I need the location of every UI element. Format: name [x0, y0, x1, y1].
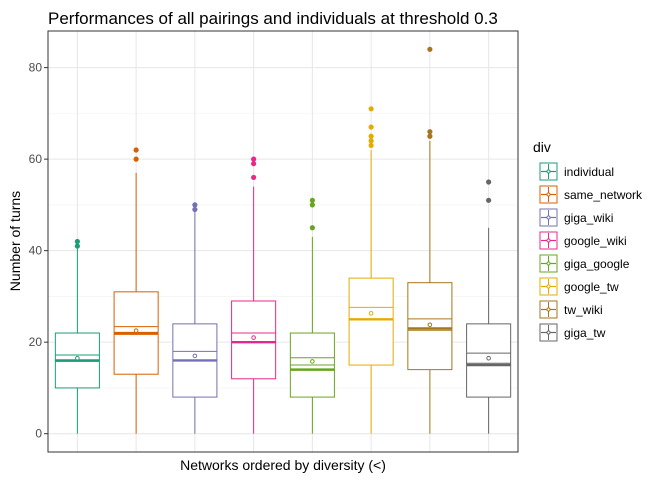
y-axis-ticks: 0 20 40 60 80 [29, 61, 48, 441]
legend-label: giga_google [564, 257, 630, 271]
legend-key-mean [546, 169, 551, 174]
plot-panel [48, 31, 518, 452]
legend-item-giga_wiki: giga_wiki [539, 208, 613, 227]
legend-label: google_tw [564, 280, 619, 294]
legend-label: giga_wiki [564, 211, 613, 225]
box-google_tw [348, 106, 394, 434]
mean-point [368, 311, 374, 316]
box-giga_google [289, 197, 335, 434]
mean-point [310, 359, 315, 364]
legend-item-same_network: same_network [539, 185, 643, 204]
legend-item-giga_google: giga_google [539, 254, 630, 273]
legend-item-google_tw: google_tw [539, 277, 619, 296]
legend-item-individual: individual [539, 162, 614, 181]
chart-title: Performances of all pairings and individ… [48, 9, 498, 28]
legend-label: giga_tw [564, 326, 606, 340]
plot-border [47, 30, 519, 453]
mean-point [486, 355, 491, 361]
box-same_network [113, 147, 159, 434]
legend-label: same_network [564, 188, 643, 202]
legend-label: tw_wiki [564, 303, 603, 317]
outlier-point [251, 156, 257, 162]
outlier-point [368, 106, 374, 112]
legend-label: google_wiki [564, 234, 627, 248]
box-individual [54, 238, 100, 434]
outlier-point [309, 225, 315, 231]
legend-key-mean [546, 307, 551, 312]
legend-item-giga_tw: giga_tw [539, 323, 606, 342]
outlier-point [133, 147, 139, 153]
outlier-point [74, 238, 80, 245]
outlier-point [486, 197, 492, 203]
outlier-point [74, 243, 80, 249]
iqr-box [231, 300, 277, 380]
outlier-point [133, 156, 139, 162]
outlier-point [368, 142, 374, 149]
legend-key-mean [546, 261, 551, 266]
y-tick-label: 20 [29, 335, 43, 349]
outlier-point [192, 202, 198, 208]
mean-point [192, 353, 198, 359]
legend-key-mean [546, 238, 551, 243]
box-giga_wiki [172, 202, 218, 434]
legend-key-mean [546, 192, 551, 197]
y-tick-label: 60 [29, 152, 43, 166]
legend-item-tw_wiki: tw_wiki [539, 300, 603, 319]
outlier-point [192, 206, 198, 213]
outlier-point [309, 197, 315, 203]
mean-point [251, 335, 256, 340]
box-tw_wiki [407, 46, 453, 434]
mean-point [427, 322, 433, 328]
mean-point [75, 355, 80, 361]
legend: div individual same_network giga_wikigoogl… [533, 139, 643, 342]
legend-key-mean [546, 215, 551, 220]
outlier-point [309, 202, 315, 208]
boxes [54, 46, 512, 434]
outlier-point [427, 133, 433, 139]
outlier-point [251, 161, 257, 167]
legend-label: individual [564, 165, 614, 179]
outlier-point [368, 124, 374, 130]
legend-key-mean [546, 284, 551, 289]
y-tick-label: 40 [29, 244, 43, 258]
outlier-point [368, 133, 374, 139]
mean-point [133, 328, 139, 334]
outlier-point [486, 179, 492, 185]
outlier-point [427, 46, 433, 52]
outlier-point [368, 138, 374, 144]
legend-item-google_wiki: google_wiki [539, 231, 627, 250]
outlier-point [427, 129, 433, 135]
x-axis-title: Networks ordered by diversity (<) [180, 457, 386, 473]
box-google_wiki [231, 156, 277, 434]
outlier-point [251, 174, 257, 181]
y-axis-title: Number of turns [7, 191, 23, 291]
y-tick-label: 80 [29, 61, 43, 75]
legend-key-mean [546, 330, 551, 335]
y-tick-label: 0 [35, 427, 42, 441]
legend-title: div [533, 139, 551, 155]
iqr-box [348, 277, 394, 366]
box-giga_tw [466, 179, 512, 434]
